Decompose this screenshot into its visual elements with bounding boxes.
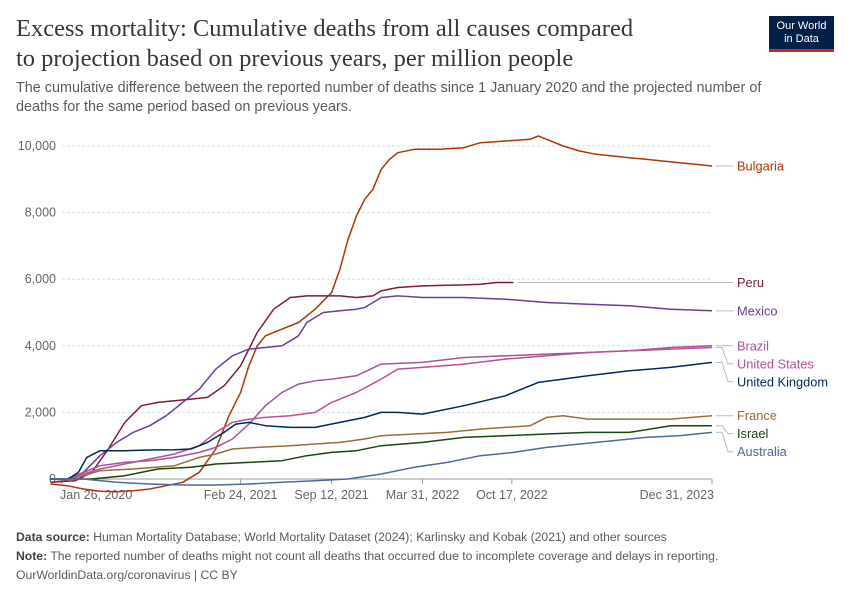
credit-line[interactable]: OurWorldinData.org/coronavirus | CC BY (16, 568, 238, 582)
source-line: Data source: Human Mortality Database; W… (16, 528, 836, 547)
x-tick-label: Dec 31, 2023 (640, 488, 714, 502)
series-labels: Bulgaria Peru Mexico Brazil United States Uni… (517, 158, 828, 459)
y-tick-label: 4,000 (25, 339, 56, 353)
series-lines (50, 135, 713, 493)
series-label-bulgaria[interactable]: Bulgaria (737, 158, 785, 173)
series-label-united-states[interactable]: United States (737, 356, 814, 371)
series-line-israel[interactable] (50, 424, 712, 480)
series-label-brazil[interactable]: Brazil (737, 338, 769, 353)
source-text: Human Mortality Database; World Mortalit… (93, 530, 667, 544)
series-line-mexico[interactable] (50, 295, 713, 481)
label-connector (716, 425, 733, 435)
series-label-peru[interactable]: Peru (737, 275, 764, 290)
series-line-brazil[interactable] (50, 345, 713, 480)
grid-lines (62, 145, 712, 480)
y-tick-label: 6,000 (25, 272, 56, 286)
series-line-peru[interactable] (50, 281, 514, 484)
chart-footer: Data source: Human Mortality Database; W… (16, 528, 836, 585)
series-label-mexico[interactable]: Mexico (737, 303, 778, 318)
series-line-united-states[interactable] (50, 346, 713, 480)
label-connector (716, 361, 733, 383)
source-label: Data source: (16, 530, 90, 544)
series-label-israel[interactable]: Israel (737, 426, 768, 441)
series-line-united-kingdom[interactable] (50, 361, 713, 481)
x-tick-label: Oct 17, 2022 (476, 488, 548, 502)
note-label: Note: (16, 549, 48, 563)
series-line-australia[interactable] (50, 431, 713, 486)
series-line-france[interactable] (50, 414, 713, 481)
x-tick-label: Feb 24, 2021 (204, 488, 278, 502)
owid-logo[interactable]: Our World in Data (769, 16, 834, 52)
chart-title: Excess mortality: Cumulative deaths from… (16, 15, 634, 72)
x-tick-label: Mar 31, 2022 (386, 488, 460, 502)
y-tick-label: 8,000 (25, 206, 56, 220)
x-tick-label: Sep 12, 2021 (294, 488, 368, 502)
label-connector (716, 431, 733, 453)
y-tick-label: 10,000 (18, 139, 56, 153)
note-text: The reported number of deaths might not … (50, 549, 719, 563)
chart-subtitle: The cumulative difference between the re… (16, 80, 762, 115)
y-tick-label: 2,000 (25, 405, 56, 419)
label-connector (716, 346, 733, 365)
series-line-bulgaria[interactable] (50, 135, 713, 493)
note-line: Note: The reported number of deaths migh… (16, 547, 836, 566)
series-label-united-kingdom[interactable]: United Kingdom (737, 374, 828, 389)
series-label-france[interactable]: France (737, 408, 777, 423)
series-label-australia[interactable]: Australia (737, 444, 788, 459)
